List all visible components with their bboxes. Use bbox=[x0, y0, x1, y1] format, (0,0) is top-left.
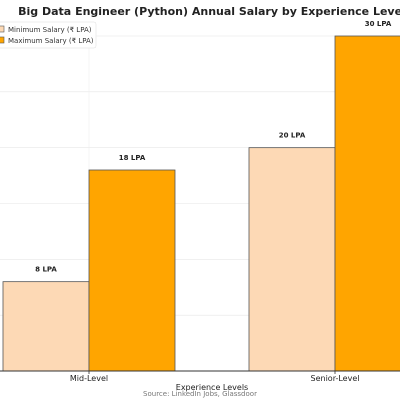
bar-mid-level-minimum bbox=[2, 281, 90, 372]
data-label-senior-level-minimum: 20 LPA bbox=[279, 132, 306, 140]
bars bbox=[2, 35, 400, 372]
bar-senior-level-maximum bbox=[334, 35, 400, 372]
bar-senior-level-minimum bbox=[248, 147, 336, 372]
legend: Minimum Salary (₹ LPA) Maximum Salary (₹… bbox=[0, 21, 97, 49]
bar-mid-level-maximum bbox=[88, 169, 176, 372]
legend-label-maximum: Maximum Salary (₹ LPA) bbox=[8, 37, 94, 45]
data-label-mid-level-minimum: 8 LPA bbox=[35, 266, 57, 274]
bar-labels: 8 LPA 18 LPA 20 LPA 30 LPA bbox=[35, 20, 392, 274]
x-tick-label-mid-level: Mid-Level bbox=[70, 374, 108, 383]
source-note: Source: LinkedIn Jobs, Glassdoor bbox=[143, 390, 257, 398]
x-ticks: Mid-Level Senior-Level bbox=[70, 371, 360, 383]
legend-label-minimum: Minimum Salary (₹ LPA) bbox=[8, 26, 92, 34]
data-label-senior-level-maximum: 30 LPA bbox=[365, 20, 392, 28]
data-label-mid-level-maximum: 18 LPA bbox=[119, 154, 146, 162]
x-tick-label-senior-level: Senior-Level bbox=[311, 374, 360, 383]
legend-swatch-maximum bbox=[0, 36, 5, 44]
chart-title: Big Data Engineer (Python) Annual Salary… bbox=[18, 5, 400, 18]
legend-background bbox=[0, 21, 97, 49]
x-axis-label: Experience Levels bbox=[176, 383, 248, 392]
legend-swatch-minimum bbox=[0, 25, 5, 33]
